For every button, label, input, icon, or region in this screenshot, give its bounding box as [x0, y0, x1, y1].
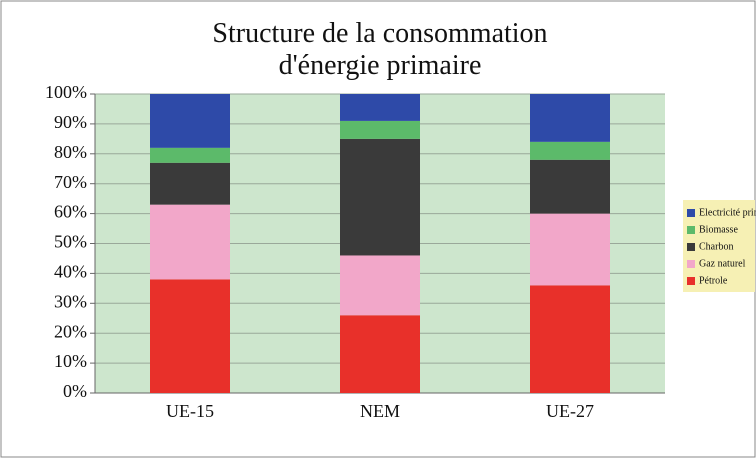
chart-title: Structure de la consommation d'énergie p… [212, 18, 548, 81]
bar-segment [530, 285, 610, 393]
bar-segment [150, 162, 230, 205]
legend-label: Gaz naturel [699, 258, 746, 269]
x-tick-label: UE-15 [166, 401, 214, 421]
bar-segment [340, 120, 420, 139]
y-tick-label: 20% [54, 321, 87, 341]
bar-segment [340, 94, 420, 121]
x-tick-label: UE-27 [546, 401, 594, 421]
bar-segment [530, 213, 610, 286]
y-tick-label: 50% [54, 232, 87, 252]
y-tick-label: 70% [54, 172, 87, 192]
bar-segment [150, 279, 230, 393]
bar-segment [530, 159, 610, 214]
legend-label: Electricité primaire [699, 207, 756, 218]
legend-swatch [687, 209, 695, 217]
bar-segment [150, 147, 230, 163]
bar-segment [340, 138, 420, 256]
legend-swatch [687, 226, 695, 234]
legend-label: Biomasse [699, 224, 738, 235]
y-tick-label: 100% [45, 82, 87, 102]
y-tick-label: 60% [54, 202, 87, 222]
x-tick-label: NEM [360, 401, 400, 421]
y-tick-label: 0% [63, 381, 87, 401]
y-tick-label: 10% [54, 351, 87, 371]
bar-segment [150, 204, 230, 280]
bar-segment [530, 94, 610, 142]
y-tick-label: 80% [54, 142, 87, 162]
legend-swatch [687, 277, 695, 285]
legend-swatch [687, 243, 695, 251]
bar-segment [340, 255, 420, 316]
legend-label: Charbon [699, 241, 733, 252]
bar-segment [150, 94, 230, 148]
y-tick-label: 90% [54, 112, 87, 132]
y-tick-label: 30% [54, 291, 87, 311]
y-tick-label: 40% [54, 262, 87, 282]
bar-segment [530, 141, 610, 160]
legend-swatch [687, 260, 695, 268]
legend-label: Pétrole [699, 275, 728, 286]
bar-segment [340, 315, 420, 393]
